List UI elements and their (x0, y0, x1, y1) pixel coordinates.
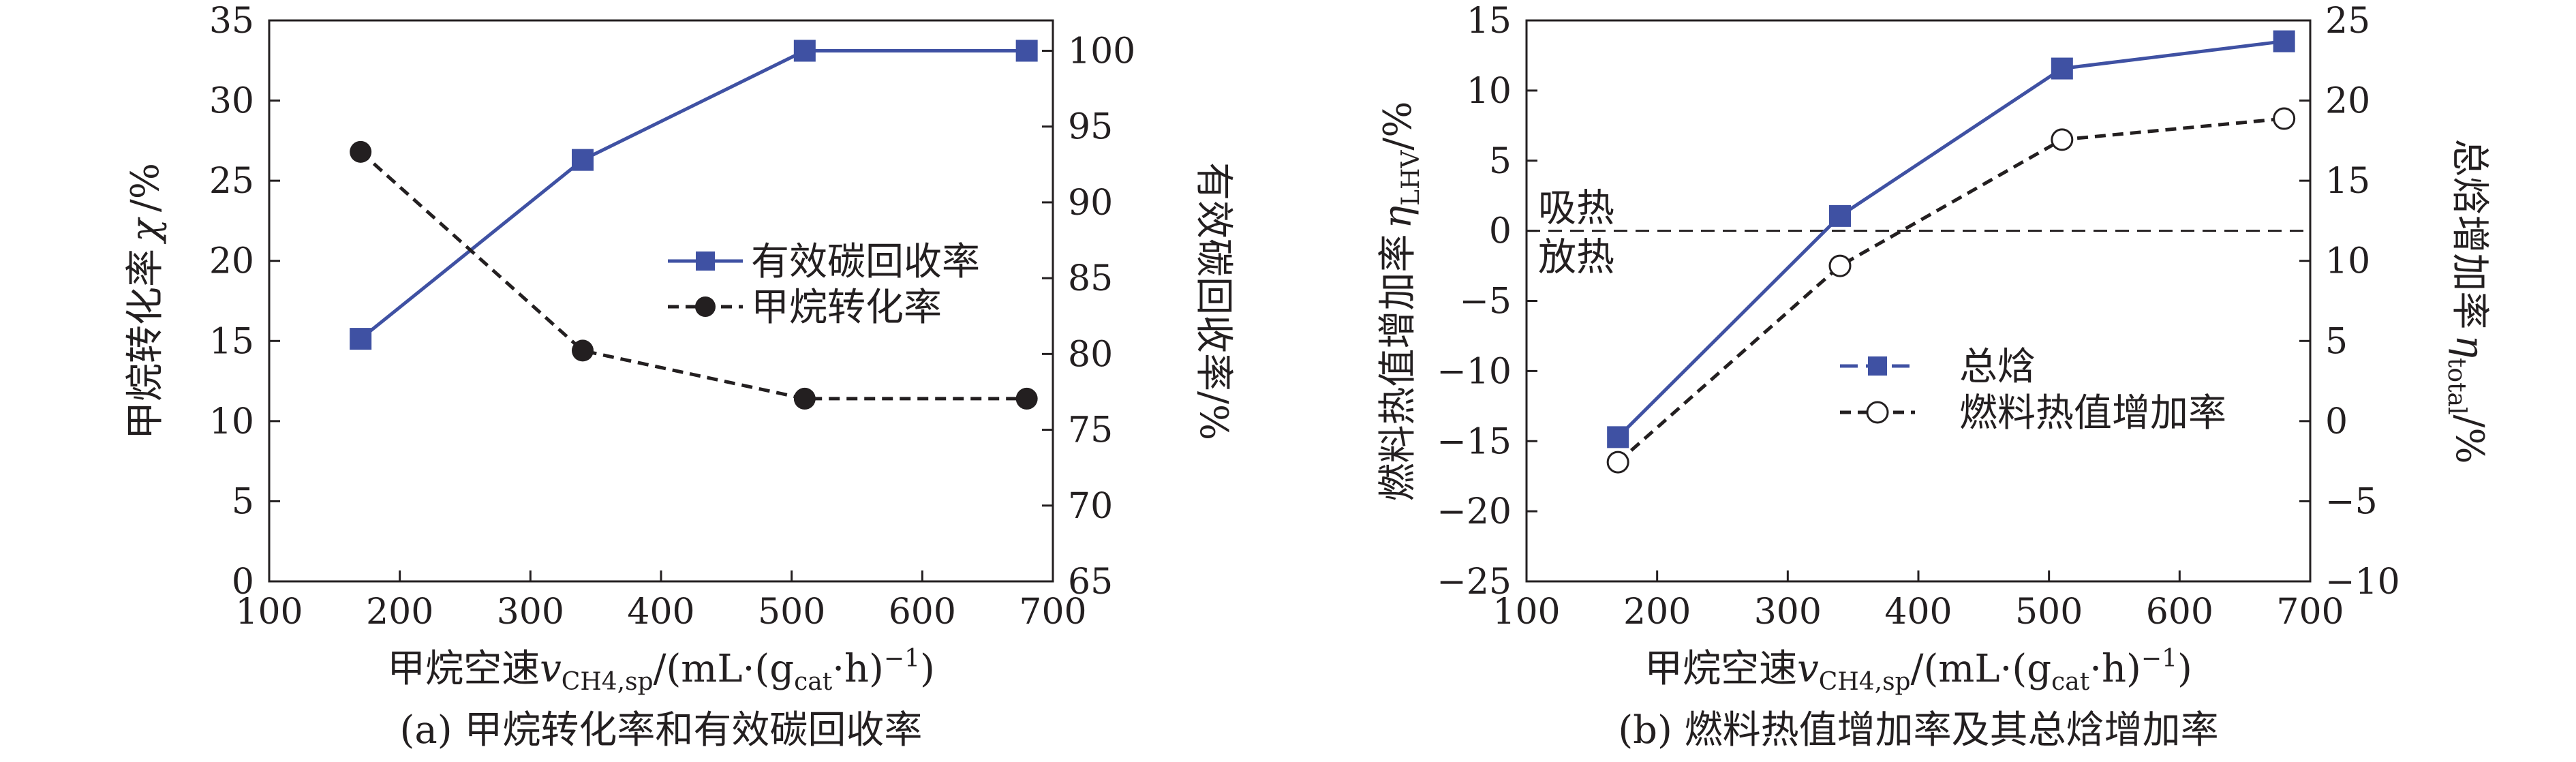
x-tick-label: 600 (889, 592, 956, 633)
chart-a-legend: 有效碳回收率 甲烷转化率 (668, 240, 980, 330)
y-left-tick-label: 0 (1489, 211, 1512, 252)
x-tick-label: 400 (627, 592, 694, 633)
legend-a-label-conversion: 甲烷转化率 (751, 286, 942, 330)
series-marker-0 (572, 149, 594, 171)
y-left-tick-label: 0 (232, 562, 254, 603)
x-tick-label: 100 (1492, 592, 1560, 633)
y-left-tick-label: 5 (1489, 141, 1512, 182)
series-marker-1 (1828, 254, 1852, 277)
y-right-tick-label: 75 (1068, 410, 1113, 451)
y-left-tick-label: 15 (209, 321, 254, 362)
y-right-tick-label: 90 (1068, 183, 1113, 224)
y-right-tick-label: 85 (1068, 258, 1113, 299)
chart-a-y-left-label: 甲烷转化率χ/% (123, 163, 168, 440)
x-tick-label: 300 (497, 592, 564, 633)
series-line-1 (1616, 117, 2284, 463)
y-left-tick-label: −25 (1437, 562, 1512, 603)
chart-b-y-left-ticks: −25 −20 −15 −10 −5 0 5 10 15 (1437, 1, 1537, 603)
series-marker-0 (1607, 426, 1629, 448)
y-right-tick-label: −10 (2325, 562, 2400, 603)
y-right-tick-label: −5 (2325, 481, 2378, 522)
series-marker-1 (2051, 128, 2074, 151)
chart-b-x-ticks: 100 200 300 400 500 600 700 (1492, 570, 2344, 633)
chart-a: 100 200 300 400 500 600 700 0 5 10 15 20 25 30 35 65 7… (123, 1, 1236, 752)
series-marker-0 (350, 328, 372, 350)
chart-a-y-left-ticks: 0 5 10 15 20 25 30 35 (209, 1, 280, 603)
chart-a-series (350, 40, 1038, 410)
chart-b-y-right-ticks: −10 −5 0 5 10 15 20 25 (2299, 1, 2400, 603)
chart-a-x-ticks: 100 200 300 400 500 600 700 (235, 570, 1087, 633)
chart-b-endothermic-label: 吸热 (1538, 187, 1614, 231)
y-left-tick-label: 15 (1467, 1, 1512, 42)
y-left-tick-label: 25 (209, 161, 254, 202)
x-tick-label: 400 (1884, 592, 1952, 633)
chart-b-plot-frame (1525, 19, 2312, 583)
y-left-tick-label: 10 (1467, 71, 1512, 112)
x-tick-label: 200 (366, 592, 433, 633)
series-line-0 (1616, 40, 2284, 439)
x-tick-label: 700 (2276, 592, 2344, 633)
y-right-tick-label: 70 (1068, 486, 1113, 527)
y-right-tick-label: 25 (2325, 1, 2370, 42)
legend-a-marker-conversion (695, 296, 716, 317)
y-left-tick-label: 35 (209, 1, 254, 42)
series-marker-1 (1015, 387, 1038, 410)
series-marker-0 (1015, 40, 1038, 62)
y-right-tick-label: 20 (2325, 81, 2370, 122)
chart-a-y-right-label: 有效碳回收率/% (1191, 162, 1236, 440)
series-marker-1 (793, 387, 816, 410)
chart-b-series (1606, 30, 2296, 474)
legend-b-label-enthalpy: 总焓 (1959, 345, 2036, 389)
x-tick-label: 700 (1019, 592, 1086, 633)
chart-b-caption: (b) 燃料热值增加率及其总焓增加率 (1618, 708, 2218, 752)
series-line-1 (359, 150, 1027, 401)
legend-b-marker-enthalpy (1868, 356, 1887, 376)
chart-b-legend: 总焓 燃料热值增加率 (1840, 345, 2226, 436)
y-right-tick-label: 80 (1068, 334, 1113, 375)
y-right-tick-label: 100 (1068, 31, 1135, 72)
y-left-tick-label: 20 (209, 241, 254, 282)
series-marker-0 (2273, 30, 2295, 52)
x-tick-label: 200 (1623, 592, 1691, 633)
legend-b-label-lhv: 燃料热值增加率 (1959, 391, 2226, 436)
chart-a-caption: (a) 甲烷转化率和有效碳回收率 (400, 708, 923, 752)
series-marker-1 (572, 339, 594, 362)
y-right-tick-label: 65 (1068, 562, 1113, 603)
chart-b-y-left-label: 燃料热值增加率ηLHV/% (1376, 102, 1425, 502)
y-right-tick-label: 0 (2325, 401, 2348, 442)
y-left-tick-label: 10 (209, 401, 254, 442)
y-left-tick-label: −20 (1437, 491, 1512, 532)
y-left-tick-label: −10 (1437, 351, 1512, 392)
y-left-tick-label: 30 (209, 81, 254, 122)
legend-b-marker-lhv (1866, 401, 1889, 424)
chart-a-y-right-ticks: 65 70 75 80 85 90 95 100 (1042, 31, 1135, 603)
y-left-tick-label: −5 (1459, 281, 1512, 322)
series-marker-1 (2273, 107, 2296, 130)
chart-b-y-right-label: 总焓增加率ηtotal/% (2442, 138, 2491, 463)
series-marker-1 (350, 140, 372, 163)
legend-a-marker-recovery (696, 252, 715, 271)
x-tick-label: 500 (2015, 592, 2083, 633)
x-tick-label: 100 (235, 592, 303, 633)
y-right-tick-label: 5 (2325, 321, 2348, 362)
series-marker-0 (2051, 57, 2073, 80)
chart-a-x-axis-label: 甲烷空速vCH4,sp/(mL·(gcat·h)−1) (387, 645, 935, 696)
y-right-tick-label: 10 (2325, 241, 2370, 282)
series-marker-1 (1606, 451, 1629, 474)
y-right-tick-label: 15 (2325, 161, 2370, 202)
chart-b-exothermic-label: 放热 (1538, 236, 1614, 280)
series-marker-0 (793, 40, 816, 62)
series-marker-0 (1829, 204, 1851, 227)
x-tick-label: 300 (1754, 592, 1822, 633)
y-left-tick-label: −15 (1437, 421, 1512, 462)
x-tick-label: 600 (2146, 592, 2213, 633)
chart-b: 吸热 放热 100 200 300 400 500 600 700 −25−20−15−10… (1376, 1, 2491, 752)
chart-b-x-axis-label: 甲烷空速vCH4,sp/(mL·(gcat·h)−1) (1644, 645, 2192, 696)
y-right-tick-label: 95 (1068, 107, 1113, 148)
legend-a-label-recovery: 有效碳回收率 (751, 240, 980, 284)
x-tick-label: 500 (758, 592, 825, 633)
y-left-tick-label: 5 (232, 481, 254, 522)
